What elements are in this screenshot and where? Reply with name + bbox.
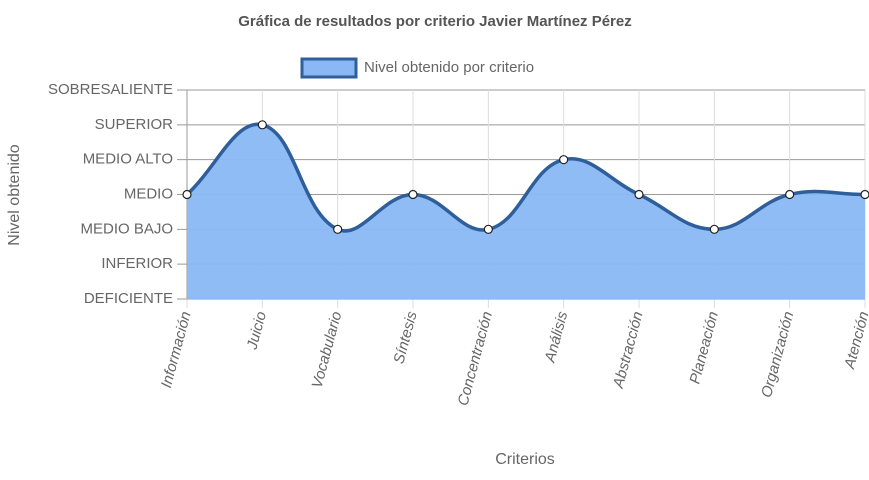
point [559, 155, 569, 165]
point [182, 189, 192, 200]
x-tick-label: Síntesis [390, 309, 420, 365]
y-tick-label: MEDIO BAJO [80, 220, 173, 237]
point [709, 224, 719, 234]
x-tick-label: Vocabulario [309, 310, 346, 390]
x-tick-label: Concentración [455, 310, 496, 408]
legend-swatch [300, 57, 358, 79]
x-tick-label: Organización [758, 310, 797, 400]
point [333, 224, 343, 234]
point [785, 189, 795, 200]
y-axis-title: Nivel obtenido [6, 144, 23, 246]
chart-title: Gráfica de resultados por criterio Javie… [238, 13, 632, 30]
x-tick-label: Abstracción [610, 310, 647, 391]
y-tick-label: MEDIO [124, 185, 173, 202]
point [408, 189, 418, 200]
y-tick-label: SUPERIOR [95, 116, 174, 133]
x-axis-title: Criterios [495, 451, 555, 468]
y-tick-label: INFERIOR [101, 255, 173, 272]
point [257, 120, 267, 130]
point [483, 224, 493, 234]
x-tick-label: Planeación [686, 310, 722, 386]
y-tick-label: DEFICIENTE [84, 290, 173, 307]
point [860, 189, 869, 200]
x-tick-label: Análisis [541, 309, 571, 365]
legend-label: Nivel obtenido por criterio [364, 59, 534, 76]
point [634, 189, 644, 200]
x-tick-label: Juicio [243, 310, 270, 352]
line [185, 122, 866, 233]
x-tick-label: Atención [841, 310, 869, 372]
x-tick-label: Información [158, 310, 195, 390]
y-tick-label: MEDIO ALTO [83, 151, 173, 168]
y-tick-label: SOBRESALIENTE [48, 81, 173, 98]
area [187, 124, 865, 299]
